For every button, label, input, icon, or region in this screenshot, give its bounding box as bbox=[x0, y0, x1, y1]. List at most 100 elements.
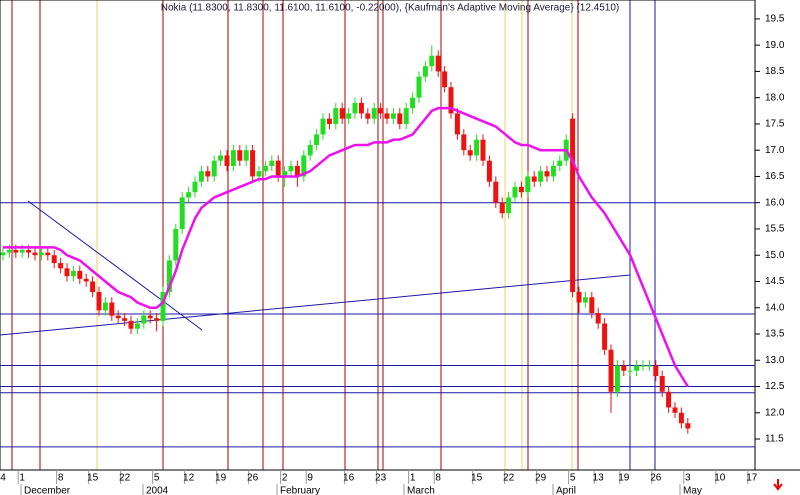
candle-body bbox=[294, 165, 300, 177]
candle-body bbox=[262, 165, 268, 172]
candle-body bbox=[403, 108, 409, 124]
candle-body bbox=[45, 252, 51, 256]
month-label: March bbox=[407, 486, 435, 495]
candle-body bbox=[378, 108, 384, 114]
x-tick-label: 19 bbox=[618, 473, 630, 484]
candle-body bbox=[211, 160, 217, 177]
candle-body bbox=[640, 365, 646, 367]
y-tick-label: 14.0 bbox=[765, 302, 785, 313]
candle-body bbox=[141, 315, 147, 324]
candle-body bbox=[134, 323, 140, 329]
x-tick-label: 1 bbox=[410, 473, 416, 484]
x-tick-label: 26 bbox=[247, 473, 259, 484]
candle-body bbox=[166, 260, 172, 292]
candle-body bbox=[659, 376, 665, 392]
candle-body bbox=[333, 108, 339, 124]
candle-body bbox=[506, 197, 512, 214]
candle-body bbox=[589, 297, 595, 313]
month-label: February bbox=[280, 486, 320, 495]
candle-body bbox=[160, 291, 166, 321]
x-tick-label: 15 bbox=[471, 473, 483, 484]
candle-body bbox=[467, 150, 473, 156]
month-label: December bbox=[24, 486, 71, 495]
candle-body bbox=[109, 302, 115, 316]
y-tick-label: 17.5 bbox=[765, 119, 785, 130]
x-tick-label: 3 bbox=[685, 473, 691, 484]
candle-body bbox=[422, 66, 428, 77]
candle-body bbox=[499, 202, 505, 214]
candle-body bbox=[243, 150, 249, 161]
candle-body bbox=[256, 171, 262, 177]
y-tick-label: 15.0 bbox=[765, 250, 785, 261]
x-tick-label: 10 bbox=[714, 473, 726, 484]
indicator-line bbox=[3, 106, 689, 388]
candle-body bbox=[346, 113, 352, 119]
candle-body bbox=[218, 155, 224, 161]
candle-body bbox=[282, 171, 288, 177]
candle-body bbox=[83, 278, 89, 282]
candle-body bbox=[154, 318, 160, 321]
trend-line bbox=[27, 200, 203, 331]
candle-body bbox=[96, 291, 102, 311]
candle-body bbox=[147, 315, 153, 319]
month-label: May bbox=[683, 486, 702, 495]
candle-body bbox=[371, 108, 377, 119]
x-tick-label: 23 bbox=[375, 473, 387, 484]
candle-body bbox=[122, 318, 128, 321]
x-tick-label: 2 bbox=[282, 473, 288, 484]
candle-body bbox=[595, 312, 601, 324]
x-tick-label: 5 bbox=[570, 473, 576, 484]
x-tick-label: 8 bbox=[58, 473, 64, 484]
candle-body bbox=[192, 181, 198, 193]
candle-body bbox=[493, 181, 499, 203]
candle-body bbox=[544, 171, 550, 177]
y-tick-label: 12.5 bbox=[765, 381, 785, 392]
candle-body bbox=[678, 412, 684, 424]
candle-body bbox=[275, 160, 281, 177]
candle-body bbox=[230, 150, 236, 166]
candle-body bbox=[250, 150, 256, 177]
candle-body bbox=[13, 249, 19, 253]
candle-body bbox=[442, 71, 448, 88]
x-tick-label: 8 bbox=[435, 473, 441, 484]
candle-body bbox=[461, 134, 467, 151]
candle-body bbox=[672, 407, 678, 413]
candle-body bbox=[307, 144, 313, 156]
x-tick-label: 9 bbox=[307, 473, 313, 484]
candle-body bbox=[608, 349, 614, 392]
candle-body bbox=[666, 391, 672, 408]
candle-body bbox=[486, 160, 492, 182]
candle-body bbox=[365, 113, 371, 119]
candle-body bbox=[448, 87, 454, 114]
candle-body bbox=[128, 320, 134, 329]
candle-body bbox=[576, 291, 582, 303]
candle-body bbox=[531, 176, 537, 182]
y-tick-label: 19.5 bbox=[765, 14, 785, 25]
candle-body bbox=[570, 118, 576, 292]
candle-body bbox=[237, 150, 243, 161]
chart-title: Nokia (11.8300, 11.8300, 11.6100, 11.610… bbox=[161, 3, 620, 14]
candle-body bbox=[198, 171, 204, 182]
x-tick-label: 29 bbox=[535, 473, 547, 484]
y-tick-label: 18.0 bbox=[765, 92, 785, 103]
candle-body bbox=[685, 423, 691, 429]
candle-body bbox=[179, 197, 185, 229]
candle-body bbox=[454, 113, 460, 135]
candle-body bbox=[90, 281, 96, 292]
month-label: 2004 bbox=[146, 486, 169, 495]
candle-body bbox=[634, 365, 640, 371]
scroll-arrow[interactable] bbox=[773, 479, 783, 491]
candle-body bbox=[314, 134, 320, 145]
candle-body bbox=[614, 365, 620, 392]
candle-body bbox=[621, 365, 627, 371]
y-tick-label: 14.5 bbox=[765, 276, 785, 287]
x-tick-label: 16 bbox=[343, 473, 355, 484]
candle-body bbox=[32, 252, 38, 256]
y-tick-label: 19.0 bbox=[765, 40, 785, 51]
candle-body bbox=[205, 171, 211, 177]
candle-body bbox=[538, 171, 544, 182]
candle-body bbox=[480, 139, 486, 161]
y-tick-label: 17.0 bbox=[765, 145, 785, 156]
candle-body bbox=[410, 97, 416, 109]
